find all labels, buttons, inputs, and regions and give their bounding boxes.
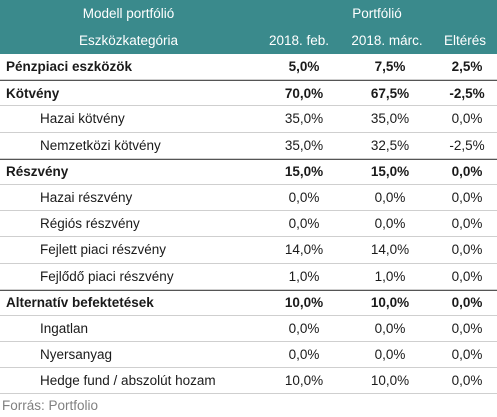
cell-elteres: 0,0% — [451, 295, 483, 311]
row-label: Pénzpiaci eszközök — [6, 59, 133, 75]
table-row: Fejlődő piaci részvény 1,0% 1,0% 0,0% — [0, 264, 497, 290]
cell-marc: 67,5% — [370, 85, 410, 101]
cell-elteres: 0,0% — [451, 373, 483, 389]
cell-marc: 35,0% — [370, 111, 410, 127]
table-row: Hedge fund / abszolút hozam 10,0% 10,0% … — [0, 368, 497, 395]
row-label: Fejlődő piaci részvény — [40, 268, 174, 284]
cell-feb: 0,0% — [288, 347, 320, 363]
header-row-columns: Eszközkategória 2018. feb. 2018. márc. E… — [0, 27, 497, 54]
cell-feb: 0,0% — [288, 320, 320, 336]
row-label: Nemzetközi kötvény — [40, 137, 161, 153]
cell-marc: 10,0% — [370, 373, 410, 389]
cell-feb: 35,0% — [284, 137, 324, 153]
cell-elteres: -2,5% — [449, 137, 485, 153]
cell-elteres: 2,5% — [451, 59, 483, 75]
portfolio-table: Modell portfólió Portfólió Eszközkategór… — [0, 0, 497, 395]
cell-elteres: 0,0% — [451, 347, 483, 363]
row-label: Alternatív befektetések — [6, 295, 154, 311]
table-row: Hazai kötvény 35,0% 35,0% 0,0% — [0, 106, 497, 133]
header-row-top: Modell portfólió Portfólió — [0, 0, 497, 27]
cell-feb: 70,0% — [284, 85, 324, 101]
row-label: Részvény — [6, 164, 69, 180]
cell-elteres: 0,0% — [451, 190, 483, 206]
cell-marc: 7,5% — [374, 59, 406, 75]
table-row: Részvény 15,0% 15,0% 0,0% — [0, 158, 497, 185]
cell-elteres: 0,0% — [451, 216, 483, 232]
row-label: Nyersanyag — [40, 347, 113, 363]
cell-elteres: 0,0% — [451, 268, 483, 284]
cell-elteres: 0,0% — [451, 164, 483, 180]
table-row: Nemzetközi kötvény 35,0% 32,5% -2,5% — [0, 133, 497, 159]
cell-marc: 1,0% — [374, 268, 406, 284]
model-portfolio-title: Modell portfólió — [82, 6, 175, 21]
cell-marc: 15,0% — [370, 164, 410, 180]
cell-feb: 35,0% — [284, 111, 324, 127]
table-header: Modell portfólió Portfólió Eszközkategór… — [0, 0, 497, 54]
cell-feb: 14,0% — [284, 242, 324, 258]
cell-feb: 10,0% — [284, 295, 324, 311]
table-row: Alternatív befektetések 10,0% 10,0% 0,0% — [0, 289, 497, 316]
cell-marc: 0,0% — [374, 216, 406, 232]
cell-marc: 32,5% — [370, 137, 410, 153]
cell-feb: 15,0% — [284, 164, 324, 180]
cell-elteres: 0,0% — [451, 111, 483, 127]
cell-feb: 0,0% — [288, 190, 320, 206]
table-row: Kötvény 70,0% 67,5% -2,5% — [0, 80, 497, 107]
table-row: Ingatlan 0,0% 0,0% 0,0% — [0, 316, 497, 343]
row-label: Hazai részvény — [40, 190, 133, 206]
cell-marc: 0,0% — [374, 320, 406, 336]
column-header-category: Eszközkategória — [78, 33, 179, 48]
table-row: Fejlett piaci részvény 14,0% 14,0% 0,0% — [0, 237, 497, 264]
column-header-feb: 2018. feb. — [268, 33, 330, 48]
cell-marc: 10,0% — [370, 295, 410, 311]
cell-feb: 0,0% — [288, 216, 320, 232]
cell-elteres: 0,0% — [451, 320, 483, 336]
column-header-elteres: Eltérés — [443, 33, 487, 48]
cell-feb: 1,0% — [288, 268, 320, 284]
portfolio-title: Portfólió — [352, 6, 402, 21]
cell-feb: 5,0% — [288, 59, 320, 75]
row-label: Fejlett piaci részvény — [40, 242, 167, 258]
cell-marc: 14,0% — [370, 242, 410, 258]
table-row: Pénzpiaci eszközök 5,0% 7,5% 2,5% — [0, 54, 497, 81]
column-header-marc: 2018. márc. — [351, 33, 423, 48]
row-label: Ingatlan — [40, 320, 89, 336]
row-label: Hazai kötvény — [40, 111, 125, 127]
row-label: Kötvény — [6, 85, 60, 101]
table-row: Régiós részvény 0,0% 0,0% 0,0% — [0, 211, 497, 238]
cell-marc: 0,0% — [374, 190, 406, 206]
table-row: Hazai részvény 0,0% 0,0% 0,0% — [0, 185, 497, 212]
cell-feb: 10,0% — [284, 373, 324, 389]
cell-marc: 0,0% — [374, 347, 406, 363]
row-label: Hedge fund / abszolút hozam — [40, 373, 216, 389]
row-label: Régiós részvény — [40, 216, 140, 232]
cell-elteres: 0,0% — [451, 242, 483, 258]
source-note: Forrás: Portfolio — [2, 398, 99, 413]
cell-elteres: -2,5% — [449, 85, 485, 101]
table-row: Nyersanyag 0,0% 0,0% 0,0% — [0, 342, 497, 369]
